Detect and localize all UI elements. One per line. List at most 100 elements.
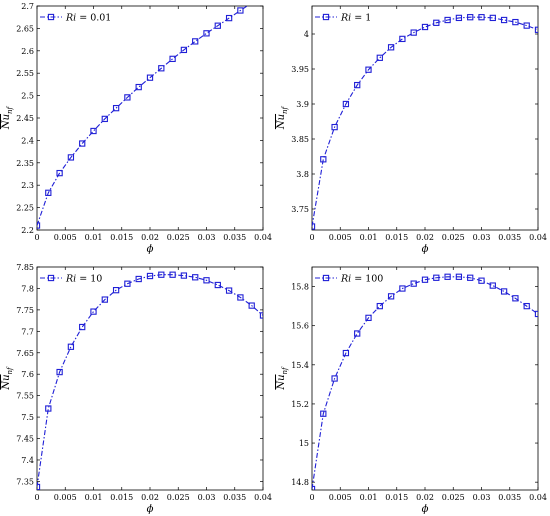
data-point [146, 272, 154, 280]
y-tick-label: 15.4 [291, 361, 309, 370]
panel-ri-1: 0 0.005 0.01 0.015 0.02 0.025 0.03 0.035 0.04 3.7… [276, 5, 547, 255]
data-point [37, 483, 41, 490]
y-tick-label: 2.5 [21, 92, 34, 101]
x-tick-label: 0.005 [54, 493, 77, 502]
data-point [248, 302, 255, 309]
data-point [410, 29, 417, 36]
data-point [112, 104, 120, 112]
y-tick-label: 3.9 [296, 100, 309, 109]
y-axis-label: Nunf [276, 105, 289, 130]
x-tick-label: 0.035 [223, 493, 246, 502]
x-tick-label: 0.03 [473, 233, 491, 242]
x-tick-label: 0.015 [110, 233, 133, 242]
data-point [37, 222, 41, 229]
data-point [455, 14, 463, 22]
svg-text:Nunf: Nunf [276, 105, 289, 130]
x-tick-label: 0.01 [360, 493, 378, 502]
data-point [444, 273, 451, 280]
data-point [399, 35, 406, 43]
x-tick-label: 0 [309, 493, 314, 502]
data-point [67, 343, 75, 350]
y-tick-label: 2.7 [21, 2, 34, 11]
x-tick-label: 0.02 [416, 233, 434, 242]
svg-text:Nunf: Nunf [1, 105, 14, 130]
data-point [90, 127, 97, 135]
data-point [146, 74, 154, 81]
data-point [478, 277, 485, 284]
data-point [180, 46, 188, 54]
data-point [489, 14, 496, 22]
data-point [467, 14, 474, 21]
x-tick-label: 0.005 [329, 493, 352, 502]
y-tick-label: 2.4 [21, 136, 34, 145]
data-point [421, 23, 429, 31]
data-point [387, 293, 395, 300]
data-point [512, 295, 519, 302]
x-tick-label: 0.04 [529, 493, 547, 502]
series-line [37, 6, 249, 226]
x-axis-label: ϕ [147, 244, 154, 255]
data-point [79, 140, 86, 147]
data-point [101, 115, 108, 123]
data-point [237, 294, 244, 301]
y-tick-label: 15.6 [291, 322, 309, 331]
plot-frame [311, 266, 539, 491]
x-tick-label: 0.035 [498, 233, 521, 242]
plot-frame [311, 5, 539, 231]
x-tick-label: 0.015 [385, 233, 408, 242]
data-point [135, 83, 142, 91]
data-point [523, 22, 530, 29]
y-tick-label: 3.8 [296, 170, 309, 179]
x-tick-label: 0 [34, 233, 39, 242]
data-point [169, 55, 176, 63]
x-tick-label: 0.005 [54, 233, 77, 242]
x-tick-label: 0.01 [360, 233, 378, 242]
data-point [444, 16, 451, 24]
x-tick-label: 0.02 [416, 493, 434, 502]
data-point [534, 26, 538, 33]
data-point [410, 280, 417, 287]
data-point [158, 65, 165, 72]
y-tick-label: 7.85 [16, 263, 34, 272]
data-point [376, 302, 383, 310]
x-tick-label: 0.035 [498, 493, 521, 502]
y-tick-label: 15.8 [291, 283, 309, 292]
svg-text:Nunf: Nunf [1, 366, 14, 391]
x-tick-label: 0 [309, 233, 314, 242]
y-tick-label: 2.65 [16, 24, 34, 33]
data-point [523, 302, 530, 310]
panel-ri-0-01: 0 0.005 0.01 0.015 0.02 0.025 0.03 0.035 0.04 2.2… [1, 2, 272, 255]
data-point [56, 169, 63, 177]
data-point [101, 296, 108, 303]
y-tick-label: 2.45 [16, 114, 34, 123]
data-point [67, 154, 75, 161]
data-point [478, 14, 485, 21]
y-tick-label: 7.75 [16, 306, 34, 315]
data-point [112, 287, 120, 294]
x-tick-label: 0.03 [473, 493, 491, 502]
x-tick-label: 0.01 [85, 493, 103, 502]
data-point [354, 81, 361, 89]
y-tick-label: 15.2 [291, 400, 309, 409]
data-point [124, 94, 131, 101]
data-point [354, 330, 361, 337]
x-tick-label: 0.015 [110, 493, 133, 502]
data-point [312, 223, 316, 230]
y-axis-label: Nunf [276, 366, 289, 391]
svg-text:Nunf: Nunf [276, 366, 289, 391]
y-tick-label: 2.2 [21, 226, 34, 235]
data-point [169, 271, 176, 278]
x-tick-label: 0.025 [442, 233, 465, 242]
data-point [312, 485, 316, 490]
data-point [237, 7, 244, 14]
legend-label: Ri = 0.01 [65, 13, 111, 24]
y-tick-label: 3.75 [291, 205, 309, 214]
data-point [320, 156, 327, 163]
series-line [37, 274, 263, 488]
x-tick-label: 0.025 [167, 493, 190, 502]
data-point [135, 275, 142, 283]
x-tick-label: 0.03 [198, 493, 216, 502]
y-tick-label: 3.85 [291, 135, 309, 144]
x-tick-label: 0.04 [254, 493, 272, 502]
